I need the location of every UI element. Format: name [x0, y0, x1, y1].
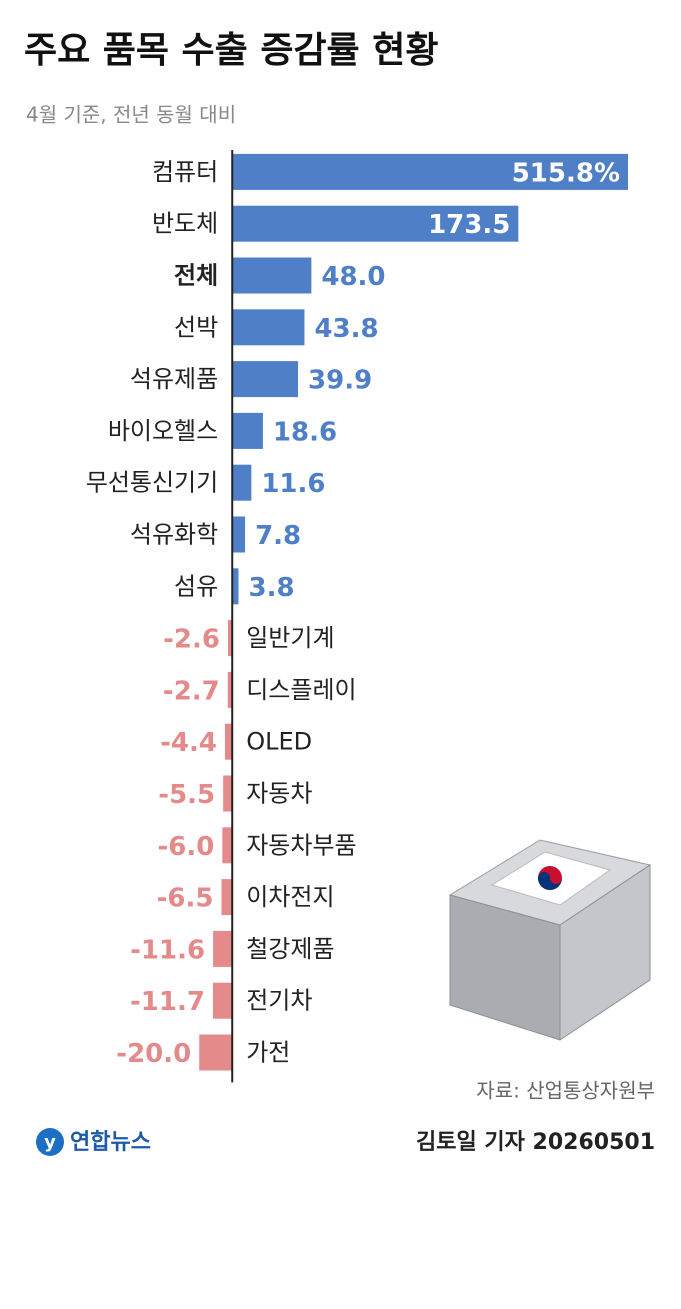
category-label: 이차전지 — [246, 883, 334, 911]
value-label: 3.8 — [248, 573, 294, 603]
bar — [212, 982, 233, 1019]
bar — [232, 464, 252, 501]
category-label: 전체 — [174, 262, 218, 290]
bar — [232, 361, 299, 398]
category-label: 반도체 — [152, 210, 218, 238]
bar — [227, 671, 233, 708]
source: 자료: 산업통상자원부 — [476, 1079, 655, 1103]
category-label: 철강제품 — [246, 935, 334, 963]
category-label: 무선통신기기 — [86, 469, 218, 497]
bar — [232, 153, 628, 190]
value-label: -20.0 — [116, 1039, 191, 1069]
svg-text:y: y — [44, 1132, 56, 1153]
category-label: 석유제품 — [130, 365, 218, 393]
value-label: -2.6 — [163, 625, 220, 655]
category-label: 디스플레이 — [246, 676, 356, 704]
category-label: 컴퓨터 — [152, 158, 218, 186]
category-label: 일반기계 — [246, 624, 334, 652]
bar — [227, 620, 233, 657]
bar — [224, 723, 233, 760]
category-label: 전기차 — [246, 987, 312, 1015]
category-label: 석유화학 — [130, 521, 218, 549]
value-label: -11.7 — [130, 987, 205, 1017]
value-label: -5.5 — [158, 780, 215, 810]
bar — [213, 930, 233, 967]
byline: 김토일 기자 20260501 — [416, 1130, 655, 1155]
category-label: 섬유 — [174, 572, 218, 600]
value-label: -2.7 — [163, 676, 220, 706]
value-label: 48.0 — [321, 262, 385, 292]
value-label: 515.8% — [512, 158, 620, 188]
logo: y 연합뉴스 — [36, 1128, 151, 1156]
category-label: 자동차 — [246, 780, 312, 808]
value-label: -6.5 — [157, 884, 214, 914]
chart-title: 주요 품목 수출 증감률 현황 — [24, 30, 438, 71]
category-label: 선박 — [174, 313, 218, 341]
category-label: 바이오헬스 — [108, 417, 218, 445]
bar — [223, 775, 233, 812]
bar — [232, 257, 312, 294]
value-label: 173.5 — [428, 210, 510, 240]
value-label: -4.4 — [160, 728, 217, 758]
agency-name: 연합뉴스 — [70, 1129, 151, 1155]
value-label: -11.6 — [130, 935, 205, 965]
container-illustration — [448, 839, 652, 1041]
bar — [222, 827, 233, 864]
value-label: -6.0 — [157, 832, 214, 862]
bar — [221, 879, 233, 916]
value-label: 7.8 — [255, 521, 301, 551]
bar — [232, 412, 263, 449]
category-label: 가전 — [246, 1039, 290, 1067]
category-label: OLED — [246, 728, 312, 756]
bar — [232, 568, 239, 605]
value-label: 43.8 — [314, 314, 378, 344]
value-label: 11.6 — [261, 469, 325, 499]
bar — [232, 309, 305, 346]
chart-subtitle: 4월 기준, 전년 동월 대비 — [26, 103, 236, 127]
value-label: 39.9 — [308, 366, 372, 396]
category-label: 자동차부품 — [246, 831, 356, 859]
bar — [199, 1034, 233, 1071]
bar — [232, 205, 519, 242]
bar — [232, 516, 246, 553]
value-label: 18.6 — [273, 417, 337, 447]
